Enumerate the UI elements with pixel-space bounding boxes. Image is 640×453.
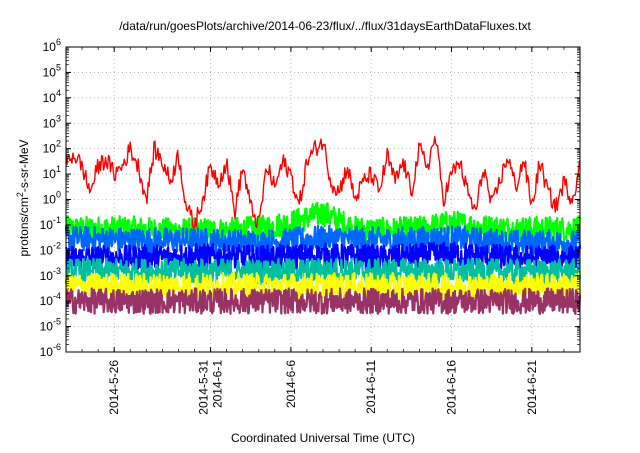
y-tick-label: 101 [43,164,61,181]
x-tick-label: 2014-6-21 [525,360,539,415]
y-tick-label: 10-4 [40,291,61,308]
x-tick-label: 2014-6-16 [445,360,459,415]
x-tick-label: 2014-6-1 [211,360,225,408]
y-tick-label: 104 [43,88,61,105]
chart-title: /data/run/goesPlots/archive/2014-06-23/f… [119,19,531,33]
y-tick-label: 106 [43,37,61,54]
series-line [65,135,581,229]
tick-layer: 10-6 10-5 10-4 10-3 10-2 10-1 100 101 102 103 104 1… [40,37,581,415]
x-axis-label: Coordinated Universal Time (UTC) [231,431,415,445]
series-line [64,257,582,286]
y-tick-label: 10-5 [40,317,61,334]
y-tick-label: 10-2 [40,240,61,257]
series-line [65,287,582,315]
series-line [64,224,582,257]
y-tick-label: 103 [43,113,61,130]
x-tick-label: 2014-5-26 [107,360,121,415]
x-tick-label: 2014-6-11 [364,360,378,414]
y-tick-label: 10-3 [40,266,61,283]
x-tick-label: 2014-5-31 [197,360,211,415]
y-tick-label: 10-6 [40,342,61,359]
y-axis-label: protons/cm2-s-sr-MeV [15,139,31,256]
y-tick-label: 100 [43,190,61,207]
series-line [64,201,582,244]
series-layer [64,135,582,315]
x-tick-label: 2014-6-6 [284,360,298,408]
y-tick-label: 105 [43,62,61,79]
y-tick-label: 10-1 [40,215,61,232]
y-tick-label: 102 [43,139,61,156]
